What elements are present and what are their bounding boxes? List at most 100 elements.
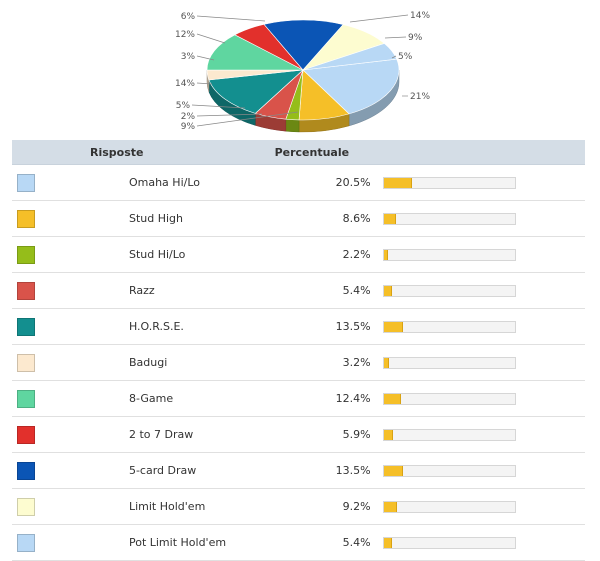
pie-leader-line bbox=[391, 55, 397, 59]
bar-cell bbox=[382, 524, 585, 561]
percent-value: 13.5% bbox=[274, 308, 383, 345]
percent-column-header: Percentuale bbox=[274, 140, 585, 165]
pie-slice bbox=[208, 69, 304, 114]
percent-value: 8.6% bbox=[274, 200, 383, 237]
pie-leader-line bbox=[384, 36, 407, 39]
answer-label: 8-Game bbox=[128, 380, 275, 417]
pie-data-label: 3% bbox=[181, 52, 196, 62]
table-row: Omaha Hi/Lo 20.5% bbox=[12, 164, 585, 201]
color-swatch bbox=[17, 317, 35, 336]
percent-value: 20.5% bbox=[274, 164, 383, 201]
pie-leader-line bbox=[196, 15, 266, 22]
pie-data-label: 21% bbox=[410, 92, 430, 102]
bar-cell bbox=[382, 344, 585, 381]
percent-bar-track bbox=[382, 176, 516, 189]
table-row: H.O.R.S.E. 13.5% bbox=[12, 308, 585, 345]
pie-leader-line bbox=[196, 55, 215, 61]
pie-data-label: 5% bbox=[398, 52, 413, 62]
percent-value: 3.2% bbox=[274, 344, 383, 381]
color-swatch bbox=[17, 245, 35, 264]
swatch-cell bbox=[12, 164, 129, 201]
results-table: Risposte Percentuale Omaha Hi/Lo 20.5% Stu… bbox=[12, 140, 585, 561]
swatch-cell bbox=[12, 380, 129, 417]
pie-data-label: 9% bbox=[408, 33, 423, 43]
pie-labels: 21%5%2%9%5%14%3%12%6% 14%9% bbox=[175, 11, 430, 132]
table-row: Limit Hold'em 9.2% bbox=[12, 488, 585, 525]
color-swatch bbox=[17, 389, 35, 408]
swatch-cell bbox=[12, 452, 129, 489]
percent-bar-track bbox=[382, 500, 516, 513]
answer-label: 2 to 7 Draw bbox=[128, 416, 275, 453]
pie-leader-line bbox=[196, 82, 213, 85]
color-swatch bbox=[17, 281, 35, 300]
percent-bar-fill bbox=[383, 357, 389, 368]
percent-value: 5.4% bbox=[274, 524, 383, 561]
pie-data-label: 14% bbox=[410, 11, 430, 21]
pie-leader-line bbox=[196, 111, 299, 127]
percent-value: 9.2% bbox=[274, 488, 383, 525]
pie-leader-line bbox=[191, 104, 246, 109]
percent-value: 5.4% bbox=[274, 272, 383, 309]
percent-bar-fill bbox=[383, 537, 392, 548]
percent-bar-fill bbox=[383, 213, 396, 224]
bar-cell bbox=[382, 164, 585, 201]
percent-value: 2.2% bbox=[274, 236, 383, 273]
bar-cell bbox=[382, 488, 585, 525]
pie-data-label: 14% bbox=[175, 79, 195, 89]
table-row: 2 to 7 Draw 5.9% bbox=[12, 416, 585, 453]
percent-bar-track bbox=[382, 284, 516, 297]
bar-cell bbox=[382, 380, 585, 417]
pie-data-label: 2% bbox=[181, 112, 196, 122]
color-swatch bbox=[17, 353, 35, 372]
swatch-cell bbox=[12, 416, 129, 453]
pie-slice-side bbox=[285, 118, 300, 133]
percent-bar-fill bbox=[383, 501, 397, 512]
answer-label: Limit Hold'em bbox=[128, 488, 275, 525]
pie-data-label: 5% bbox=[176, 101, 191, 111]
color-swatch bbox=[17, 425, 35, 444]
bar-cell bbox=[382, 452, 585, 489]
bar-cell bbox=[382, 416, 585, 453]
table-row: 5-card Draw 13.5% bbox=[12, 452, 585, 489]
answer-label: Stud Hi/Lo bbox=[128, 236, 275, 273]
answer-label: Omaha Hi/Lo bbox=[128, 164, 275, 201]
answer-label: Badugi bbox=[128, 344, 275, 381]
percent-value: 5.9% bbox=[274, 416, 383, 453]
color-swatch bbox=[17, 461, 35, 480]
swatch-cell bbox=[12, 308, 129, 345]
swatch-cell bbox=[12, 272, 129, 309]
answer-label: Pot Limit Hold'em bbox=[128, 524, 275, 561]
pie-top bbox=[206, 19, 400, 121]
pie-slice bbox=[302, 43, 398, 71]
table-row: 8-Game 12.4% bbox=[12, 380, 585, 417]
percent-bar-track bbox=[382, 536, 516, 549]
percent-bar-track bbox=[382, 428, 516, 441]
answer-label: 5-card Draw bbox=[128, 452, 275, 489]
table-row: Stud High 8.6% bbox=[12, 200, 585, 237]
answer-label: Razz bbox=[128, 272, 275, 309]
percent-bar-track bbox=[382, 392, 516, 405]
color-swatch bbox=[17, 173, 35, 192]
table-row: Badugi 3.2% bbox=[12, 344, 585, 381]
pie-slice bbox=[302, 58, 400, 115]
percent-value: 12.4% bbox=[274, 380, 383, 417]
bar-cell bbox=[382, 308, 585, 345]
percent-bar-fill bbox=[383, 465, 403, 476]
table-row: Pot Limit Hold'em 5.4% bbox=[12, 524, 585, 561]
pie-data-label: 6% bbox=[181, 12, 196, 22]
percent-bar-track bbox=[382, 320, 516, 333]
bar-cell bbox=[382, 200, 585, 237]
swatch-cell bbox=[12, 236, 129, 273]
pie-leader-line bbox=[196, 33, 226, 44]
bar-cell bbox=[382, 236, 585, 273]
pie-leader-line bbox=[196, 113, 263, 117]
answers-column-header: Risposte bbox=[12, 140, 275, 165]
color-swatch bbox=[17, 497, 35, 516]
pie-data-label: 12% bbox=[175, 30, 195, 40]
color-swatch bbox=[17, 209, 35, 228]
answer-label: Stud High bbox=[128, 200, 275, 237]
table-row: Razz 5.4% bbox=[12, 272, 585, 309]
color-swatch bbox=[17, 533, 35, 552]
pie-slice bbox=[263, 19, 344, 71]
percent-bar-fill bbox=[383, 393, 401, 404]
